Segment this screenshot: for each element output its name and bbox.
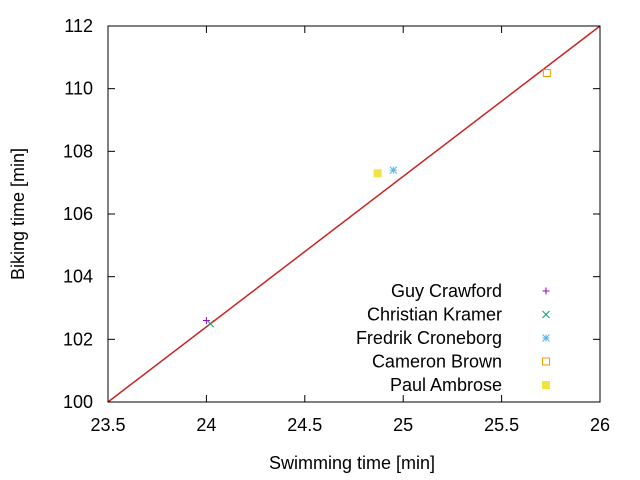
x-tick-label: 25.5 xyxy=(484,415,519,435)
y-tick-label: 100 xyxy=(63,392,93,412)
legend-marker xyxy=(542,381,550,389)
reference-line xyxy=(107,25,601,403)
data-point xyxy=(542,69,551,77)
legend-label: Fredrik Croneborg xyxy=(356,328,502,348)
x-tick-label: 25 xyxy=(393,415,413,435)
legend-marker xyxy=(542,357,550,366)
legend-marker xyxy=(542,334,550,342)
data-point xyxy=(373,169,382,178)
y-axis-label: Biking time [min] xyxy=(8,148,28,280)
legend-label: Paul Ambrose xyxy=(390,375,502,395)
y-tick-label: 104 xyxy=(63,267,93,287)
legend-label: Guy Crawford xyxy=(391,281,502,301)
data-point-shape xyxy=(542,69,551,77)
legend-marker-shape xyxy=(542,381,550,389)
x-tick-label: 24.5 xyxy=(287,415,322,435)
y-tick-label: 110 xyxy=(64,79,93,99)
x-tick-label: 23.5 xyxy=(90,415,125,435)
data-point-shape xyxy=(373,169,382,178)
reference-line-layer xyxy=(107,25,601,403)
legend-marker xyxy=(542,287,550,295)
data-point xyxy=(202,317,210,325)
x-tick-label: 24 xyxy=(196,415,216,435)
data-point xyxy=(206,319,215,328)
y-tick-label: 112 xyxy=(64,16,93,36)
legend-marker-stroke xyxy=(542,334,550,342)
y-tick-label: 108 xyxy=(63,141,93,161)
data-point xyxy=(389,166,398,174)
legend-label: Christian Kramer xyxy=(367,305,502,325)
tick-layer: 23.5 24 24.5 25 25.5 26 100 102 104 106 108 110 112 xyxy=(63,16,610,435)
legend-marker-shape xyxy=(542,357,550,366)
data-point-stroke xyxy=(389,166,398,174)
data-point-stroke xyxy=(206,319,215,328)
legend-label: Cameron Brown xyxy=(372,352,502,372)
legend-marker-stroke xyxy=(542,310,550,319)
legend: Guy Crawford Christian Kramer Fredrik Cron… xyxy=(356,281,550,395)
y-tick-label: 102 xyxy=(63,329,93,349)
x-axis-label: Swimming time [min] xyxy=(269,453,435,473)
legend-marker xyxy=(542,310,550,319)
data-points-layer xyxy=(202,69,551,328)
y-tick-label: 106 xyxy=(63,204,93,224)
x-tick-label: 26 xyxy=(590,415,610,435)
